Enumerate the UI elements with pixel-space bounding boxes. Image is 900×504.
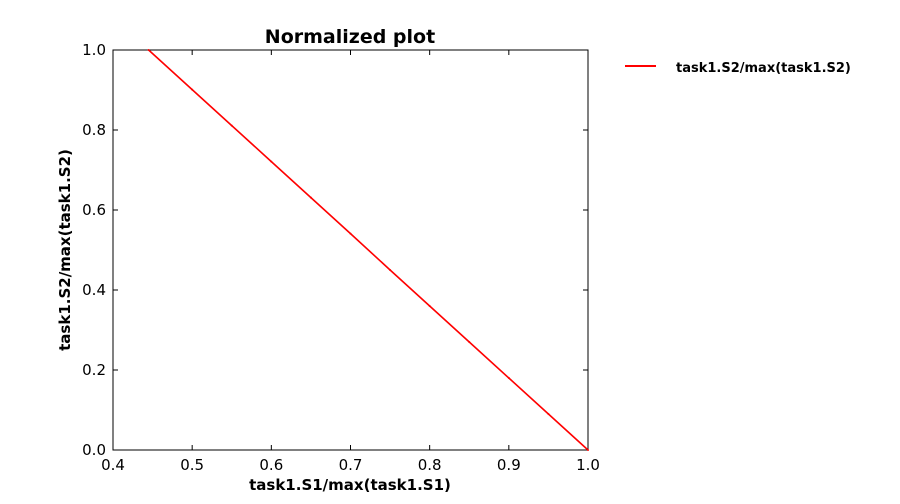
data-point xyxy=(309,196,312,199)
y-tick-label: 1.0 xyxy=(82,41,106,59)
chart-title: Normalized plot xyxy=(265,26,435,48)
x-tick-label: 0.9 xyxy=(497,456,521,474)
legend: task1.S2/max(task1.S2) xyxy=(625,61,851,76)
x-axis: 0.4 0.5 0.6 0.7 0.8 0.9 1.0 xyxy=(101,50,600,474)
x-tick-label: 0.7 xyxy=(339,456,363,474)
data-point xyxy=(270,160,273,163)
x-tick-label: 1.0 xyxy=(576,456,600,474)
plot-frame xyxy=(112,49,589,451)
x-tick-label: 0.4 xyxy=(101,456,125,474)
data-point xyxy=(389,269,392,271)
y-tick-label: 0.2 xyxy=(82,361,106,379)
y-tick-label: 0.4 xyxy=(82,281,106,299)
legend-item-label: task1.S2/max(task1.S2) xyxy=(676,61,851,76)
data-point xyxy=(507,377,510,379)
y-axis: 0.0 0.2 0.4 0.6 0.8 1.0 xyxy=(82,41,588,459)
data-point xyxy=(547,413,550,415)
data-point xyxy=(587,449,589,451)
y-tick-label: 0.0 xyxy=(82,441,106,459)
data-point xyxy=(191,88,194,91)
y-tick-label: 0.8 xyxy=(82,121,106,139)
x-axis-label: task1.S1/max(task1.S1) xyxy=(249,476,451,494)
data-point xyxy=(468,341,471,343)
data-point xyxy=(147,49,150,51)
y-tick-label: 0.6 xyxy=(82,201,106,219)
series-layer xyxy=(147,49,589,451)
data-point xyxy=(230,124,233,127)
x-tick-label: 0.8 xyxy=(418,456,442,474)
series-line xyxy=(148,49,589,451)
x-tick-label: 0.5 xyxy=(180,456,204,474)
data-point xyxy=(349,232,352,235)
x-tick-label: 0.6 xyxy=(259,456,283,474)
data-point xyxy=(428,305,431,307)
y-axis-label: task1.S2/max(task1.S2) xyxy=(56,149,74,351)
